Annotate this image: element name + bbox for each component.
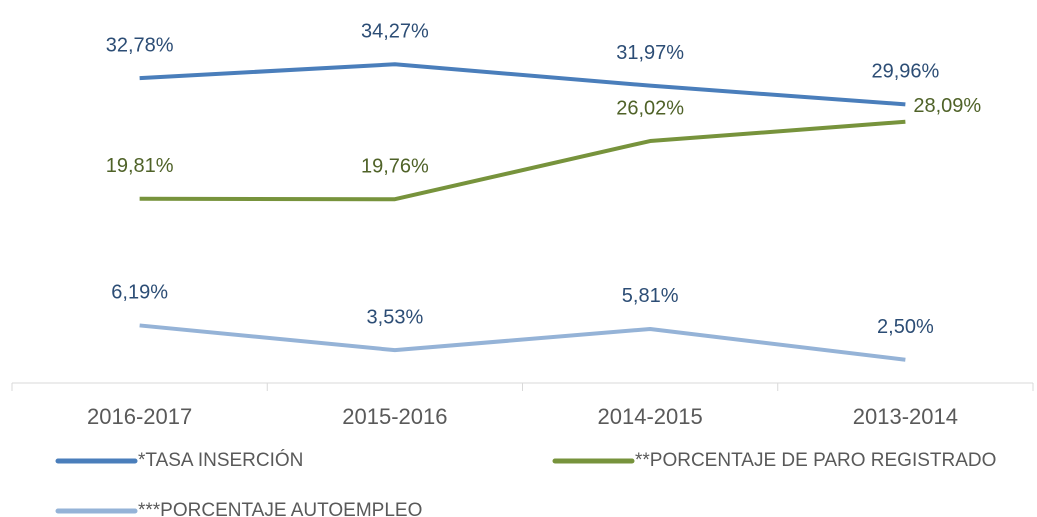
data-label: 29,96% [871,61,939,83]
x-tick-label: 2013-2014 [853,404,958,429]
line-series [139,323,906,362]
line-series [139,119,906,202]
data-label: 31,97% [616,42,684,64]
x-tick-label: 2015-2016 [342,404,447,429]
data-label: 28,09% [913,95,981,117]
data-label: 5,81% [622,285,679,307]
data-label: 19,81% [106,155,174,177]
data-label: 6,19% [111,282,168,304]
data-label: 3,53% [367,306,424,328]
legend-label: *TASA INSERCIÓN [138,449,303,471]
data-label: 19,76% [361,156,429,178]
x-tick-label: 2014-2015 [598,404,703,429]
line-series [139,62,906,107]
data-label: 2,50% [877,316,934,338]
data-label: 26,02% [616,97,684,119]
legend-label: **PORCENTAJE DE PARO REGISTRADO [635,450,996,471]
data-label: 32,78% [106,34,174,56]
data-label: 34,27% [361,21,429,43]
legend-label: ***PORCENTAJE AUTOEMPLEO [138,500,422,517]
x-tick-label: 2016-2017 [87,404,192,429]
